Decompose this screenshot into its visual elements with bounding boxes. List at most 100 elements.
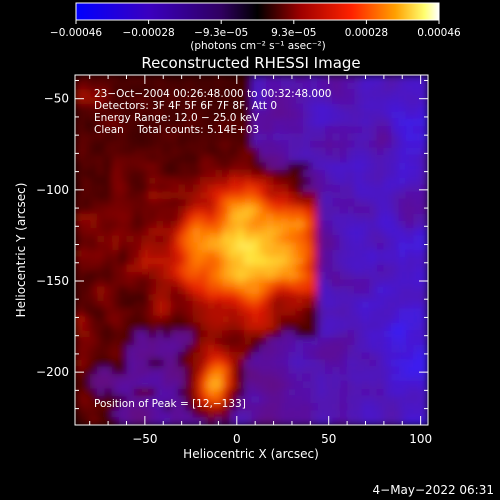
heatmap-cell [133, 322, 142, 331]
heatmap-cell [82, 220, 91, 229]
heatmap-cell [222, 388, 230, 397]
heatmap-cell [155, 344, 164, 353]
heatmap-cell [126, 417, 135, 425]
heatmap-cell [288, 322, 297, 331]
heatmap-cell [97, 322, 105, 331]
heatmap-cell [273, 308, 282, 317]
heatmap-cell [236, 169, 245, 178]
heatmap-cell [111, 250, 120, 258]
heatmap-cell [398, 301, 407, 309]
heatmap-cell [420, 206, 428, 215]
heatmap-cell [288, 96, 297, 105]
heatmap-cell [192, 381, 201, 390]
heatmap-cell [383, 89, 392, 98]
heatmap-cell [310, 257, 319, 266]
heatmap-cell [192, 264, 201, 273]
heatmap-cell [347, 322, 355, 331]
heatmap-cell [398, 388, 407, 397]
heatmap-cell [332, 140, 341, 149]
heatmap-cell [163, 264, 172, 273]
heatmap-cell [266, 155, 275, 163]
heatmap-cell [376, 403, 385, 411]
heatmap-cell [398, 235, 407, 244]
heatmap-cell [391, 75, 400, 83]
heatmap-cell [177, 359, 186, 368]
heatmap-cell [89, 118, 98, 127]
heatmap-cell [97, 279, 105, 287]
x-tick-label: 0 [233, 432, 241, 446]
heatmap-cell [244, 308, 252, 317]
heatmap-cell [405, 96, 414, 105]
heatmap-cell [369, 417, 378, 425]
heatmap-cell [310, 344, 319, 353]
heatmap-cell [302, 198, 311, 207]
heatmap-cell [295, 126, 304, 134]
heatmap-cell [82, 162, 91, 171]
heatmap-cell [391, 140, 400, 149]
heatmap-cell [170, 264, 179, 273]
heatmap-cell [354, 111, 363, 120]
heatmap-cell [347, 308, 355, 317]
heatmap-cell [163, 198, 172, 207]
heatmap-cell [119, 257, 127, 266]
heatmap-cell [325, 264, 333, 273]
heatmap-cell [141, 133, 150, 142]
y-tick-label: −100 [36, 183, 69, 197]
heatmap-cell [420, 96, 428, 105]
heatmap-cell [405, 403, 414, 411]
heatmap-cell [97, 162, 105, 171]
heatmap-cell [163, 126, 172, 134]
heatmap-cell [266, 417, 275, 425]
heatmap-cell [229, 133, 238, 142]
heatmap-cell [82, 198, 91, 207]
heatmap-cell [104, 89, 113, 98]
heatmap-cell [163, 417, 172, 425]
heatmap-cell [185, 395, 194, 404]
heatmap-cell [244, 96, 252, 105]
heatmap-cell [229, 286, 238, 295]
heatmap-cell [207, 220, 216, 229]
heatmap-cell [82, 257, 91, 266]
heatmap-cell [155, 155, 164, 163]
heatmap-cell [325, 228, 333, 236]
heatmap-cell [229, 344, 238, 353]
heatmap-cell [82, 286, 91, 295]
heatmap-cell [119, 111, 127, 120]
heatmap-cell [302, 177, 311, 185]
heatmap-cell [354, 315, 363, 324]
heatmap-cell [155, 96, 164, 105]
heatmap-cell [97, 381, 105, 390]
heatmap-cell [126, 133, 135, 142]
heatmap-cell [332, 381, 341, 390]
heatmap-cell [177, 286, 186, 295]
heatmap-cell [295, 147, 304, 156]
heatmap-cell [310, 198, 319, 207]
heatmap-cell [133, 198, 142, 207]
heatmap-cell [141, 126, 150, 134]
heatmap-cell [295, 301, 304, 309]
heatmap-cell [325, 169, 333, 178]
heatmap-cell [185, 359, 194, 368]
heatmap-cell [111, 198, 120, 207]
heatmap-cell [207, 279, 216, 287]
heatmap-cell [295, 169, 304, 178]
heatmap-cell [369, 118, 378, 127]
heatmap-cell [229, 395, 238, 404]
heatmap-cell [369, 89, 378, 98]
chart-title: Reconstructed RHESSI Image [141, 54, 360, 72]
heatmap-cell [354, 126, 363, 134]
heatmap-cell [266, 381, 275, 390]
heatmap-cell [185, 417, 194, 425]
heatmap-cell [170, 257, 179, 266]
heatmap-cell [155, 417, 164, 425]
heatmap-cell [236, 155, 245, 163]
heatmap-cell [111, 395, 120, 404]
heatmap-cell [398, 264, 407, 273]
heatmap-cell [163, 286, 172, 295]
heatmap-cell [325, 395, 333, 404]
heatmap-cell [266, 169, 275, 178]
heatmap-cell [177, 352, 186, 360]
heatmap-cell [89, 184, 98, 193]
heatmap-cell [185, 279, 194, 287]
heatmap-cell [244, 235, 252, 244]
